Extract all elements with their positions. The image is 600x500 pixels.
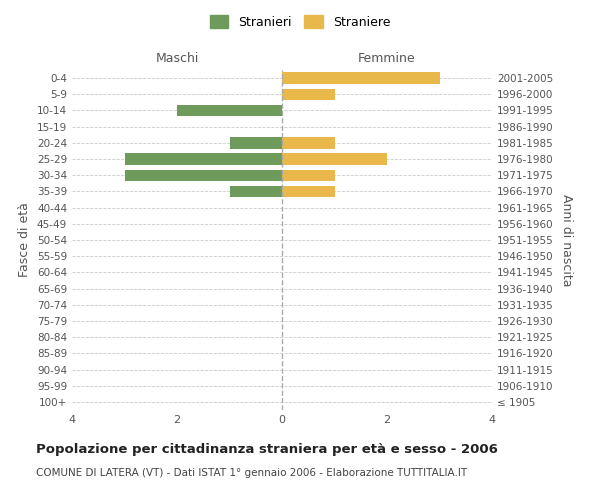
Text: Maschi: Maschi xyxy=(155,52,199,65)
Y-axis label: Fasce di età: Fasce di età xyxy=(19,202,31,278)
Text: COMUNE DI LATERA (VT) - Dati ISTAT 1° gennaio 2006 - Elaborazione TUTTITALIA.IT: COMUNE DI LATERA (VT) - Dati ISTAT 1° ge… xyxy=(36,468,467,477)
Y-axis label: Anni di nascita: Anni di nascita xyxy=(560,194,573,286)
Bar xyxy=(282,72,439,84)
Bar xyxy=(125,154,282,164)
Bar xyxy=(282,186,335,197)
Bar xyxy=(282,170,335,181)
Bar xyxy=(282,88,335,100)
Bar xyxy=(177,105,282,116)
Bar xyxy=(125,170,282,181)
Bar xyxy=(229,186,282,197)
Bar xyxy=(282,154,387,164)
Bar xyxy=(229,137,282,148)
Legend: Stranieri, Straniere: Stranieri, Straniere xyxy=(206,11,394,32)
Text: Popolazione per cittadinanza straniera per età e sesso - 2006: Popolazione per cittadinanza straniera p… xyxy=(36,442,498,456)
Bar xyxy=(282,137,335,148)
Text: Femmine: Femmine xyxy=(358,52,416,65)
